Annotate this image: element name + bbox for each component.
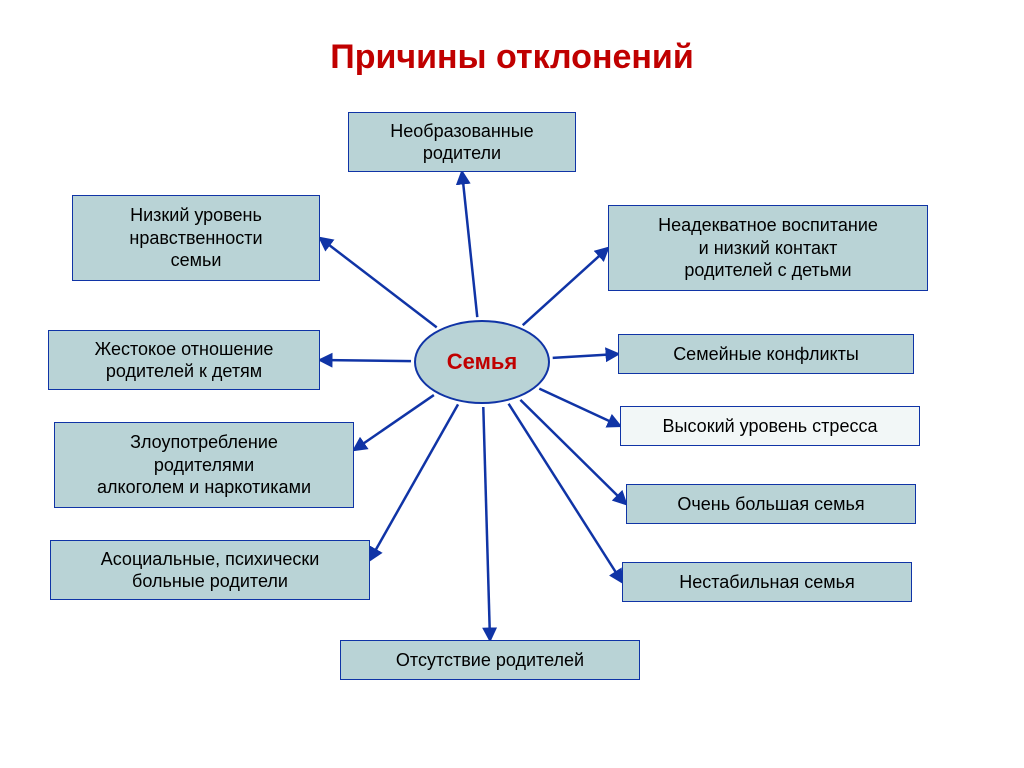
- node-uneducated: Необразованныеродители: [348, 112, 576, 172]
- diagram-canvas: { "type": "radial-diagram", "background_…: [0, 0, 1024, 768]
- node-inadequate: Неадекватное воспитаниеи низкий контактр…: [608, 205, 928, 291]
- node-substance: Злоупотреблениеродителямиалкоголем и нар…: [54, 422, 354, 508]
- node-asocial: Асоциальные, психическибольные родители: [50, 540, 370, 600]
- arrow-to-big-family: [520, 400, 626, 504]
- node-big-family: Очень большая семья: [626, 484, 916, 524]
- arrow-to-unstable: [509, 404, 622, 582]
- node-low-morality: Низкий уровеньнравственностисемьи: [72, 195, 320, 281]
- arrow-to-no-parents: [483, 407, 490, 640]
- arrow-to-cruelty: [320, 360, 411, 361]
- node-no-parents: Отсутствие родителей: [340, 640, 640, 680]
- diagram-title: Причины отклонений: [0, 38, 1024, 77]
- node-unstable: Нестабильная семья: [622, 562, 912, 602]
- node-conflicts: Семейные конфликты: [618, 334, 914, 374]
- node-cruelty: Жестокое отношениеродителей к детям: [48, 330, 320, 390]
- arrow-to-stress: [539, 389, 620, 426]
- arrow-to-asocial: [370, 404, 458, 560]
- arrow-to-low-morality: [320, 238, 437, 327]
- node-stress: Высокий уровень стресса: [620, 406, 920, 446]
- arrow-to-inadequate: [523, 248, 608, 325]
- arrow-to-conflicts: [553, 354, 618, 358]
- arrow-to-substance: [354, 395, 434, 450]
- arrow-to-uneducated: [462, 172, 477, 317]
- center-node-family: Семья: [414, 320, 550, 404]
